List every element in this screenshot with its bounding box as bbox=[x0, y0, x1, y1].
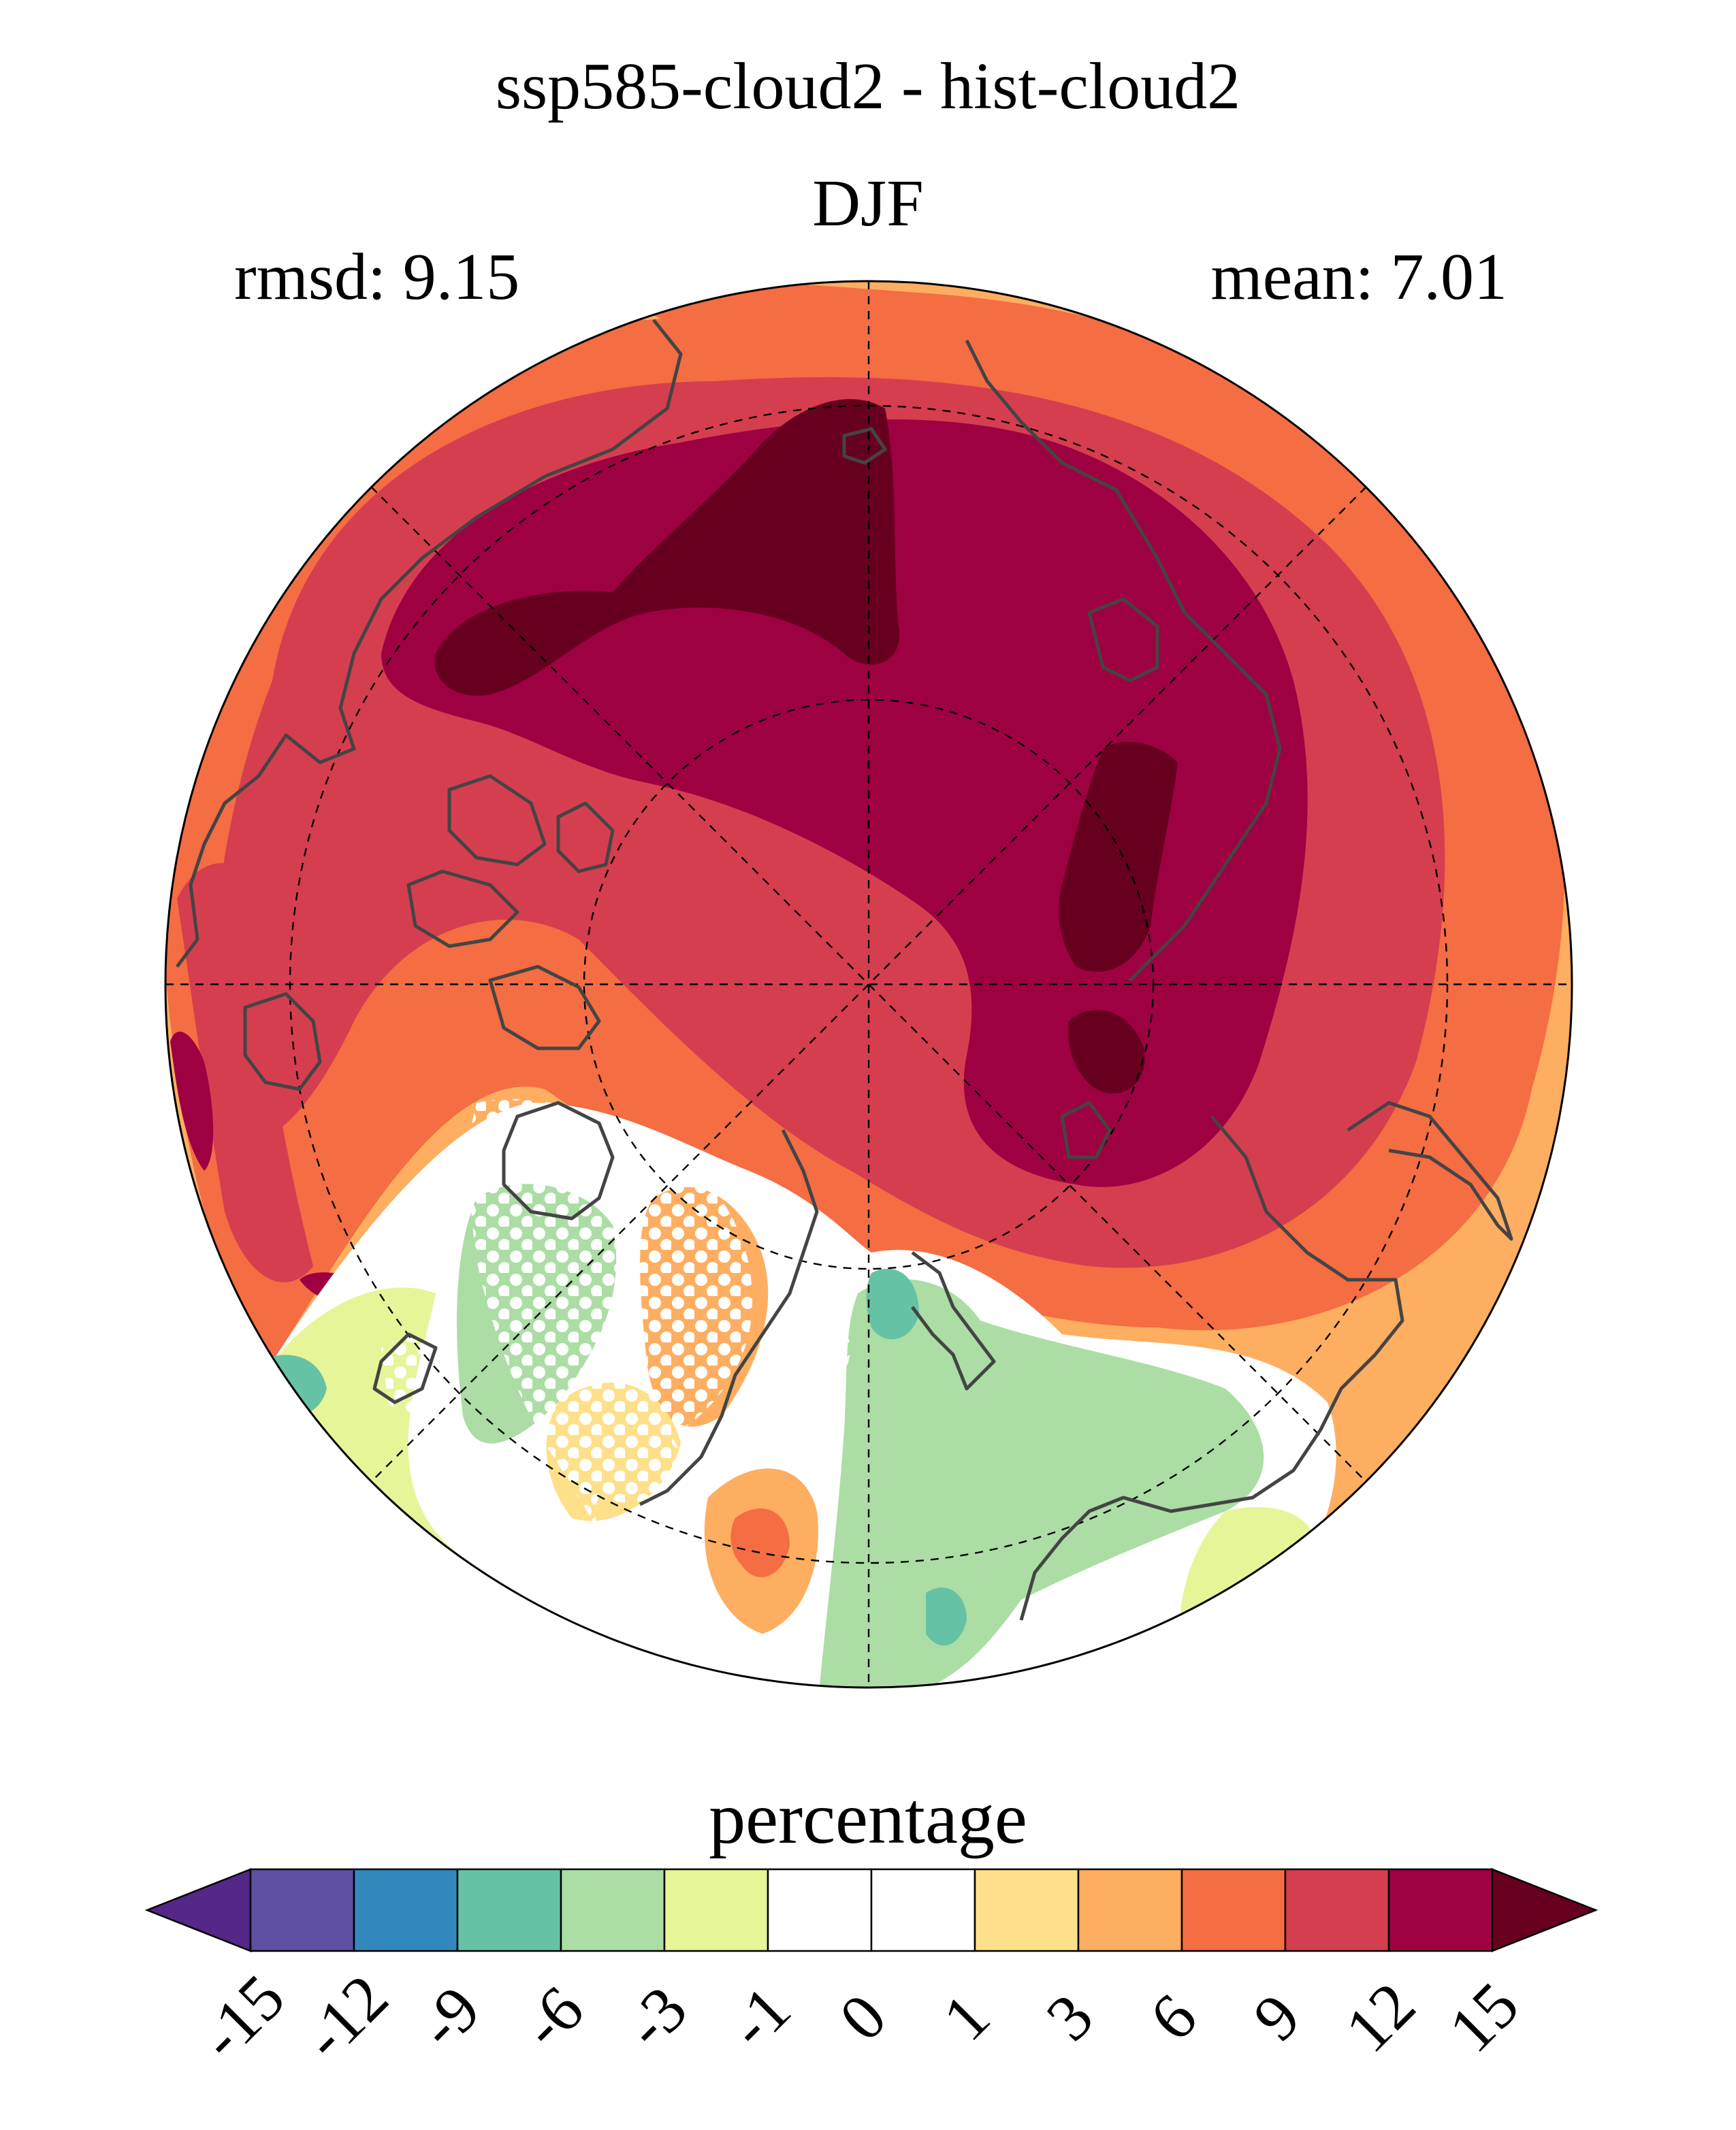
colorbar-tick-label: -15 bbox=[185, 1960, 298, 2073]
colorbar-tick-label: 15 bbox=[1434, 1968, 1532, 2066]
coastlines bbox=[176, 319, 1513, 1621]
colorbar-tick-label: 6 bbox=[1136, 1980, 1210, 2054]
colorbar-bin bbox=[663, 1868, 769, 1952]
colorbar-bin bbox=[974, 1868, 1080, 1952]
colorbar-bin bbox=[353, 1868, 459, 1952]
colorbar-tick-label: 3 bbox=[1032, 1980, 1107, 2054]
colorbar-tick-label: -9 bbox=[404, 1972, 494, 2062]
graticule bbox=[165, 281, 1572, 1688]
colorbar-bin bbox=[249, 1868, 355, 1952]
colorbar-bin bbox=[1284, 1868, 1390, 1952]
colorbar-extend-over bbox=[1491, 1868, 1598, 1952]
colorbar-tick-label: -12 bbox=[289, 1960, 402, 2073]
colorbar-tick-label: -3 bbox=[611, 1972, 701, 2062]
colorbar-tick-label: -1 bbox=[714, 1972, 804, 2062]
colorbar-bin bbox=[1077, 1868, 1183, 1952]
colorbar-tick-label: 0 bbox=[825, 1980, 900, 2054]
polar-map bbox=[164, 280, 1573, 1689]
colorbar-bin bbox=[767, 1868, 873, 1952]
colorbar-tick-label: 12 bbox=[1331, 1968, 1429, 2066]
colorbar-bin bbox=[1180, 1868, 1287, 1952]
colorbar-tick-label: 9 bbox=[1239, 1980, 1314, 2054]
filled-contours bbox=[165, 281, 1572, 1688]
colorbar-bin bbox=[456, 1868, 562, 1952]
colorbar-label: percentage bbox=[709, 1778, 1027, 1859]
colorbar-extend-under bbox=[144, 1868, 252, 1952]
colorbar-bin bbox=[870, 1868, 976, 1952]
colorbar-tick-label: -6 bbox=[507, 1972, 597, 2062]
season-label: DJF bbox=[812, 167, 924, 240]
mean-label: mean: 7.01 bbox=[1210, 240, 1507, 314]
colorbar-bin bbox=[560, 1868, 666, 1952]
colorbar-tick-label: 1 bbox=[929, 1980, 1003, 2054]
map-boundary bbox=[164, 280, 1573, 1689]
rmsd-label: rmsd: 9.15 bbox=[234, 240, 520, 314]
figure-title: ssp585-cloud2 - hist-cloud2 bbox=[495, 50, 1241, 123]
colorbar-bin bbox=[1387, 1868, 1494, 1952]
